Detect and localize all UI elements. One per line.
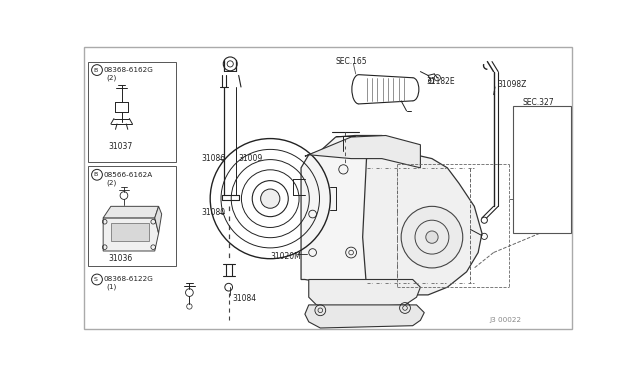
Text: 31098Z: 31098Z: [497, 80, 527, 89]
Text: 08566-6162A: 08566-6162A: [103, 172, 152, 178]
Text: B: B: [93, 172, 97, 177]
Bar: [88, 166, 176, 266]
Text: (1): (1): [106, 284, 116, 291]
Text: 31084: 31084: [232, 294, 257, 303]
Circle shape: [426, 231, 438, 243]
Polygon shape: [111, 223, 149, 241]
Text: 08368-6162G: 08368-6162G: [103, 67, 153, 73]
Polygon shape: [534, 187, 545, 199]
Text: (2): (2): [106, 74, 116, 81]
Text: B: B: [93, 68, 97, 73]
Circle shape: [260, 189, 280, 208]
Polygon shape: [308, 279, 420, 308]
Text: 31080: 31080: [201, 208, 225, 217]
Polygon shape: [305, 305, 424, 328]
Text: SEC.327: SEC.327: [522, 98, 554, 107]
Text: 08368-6122G: 08368-6122G: [103, 276, 153, 282]
Polygon shape: [103, 218, 159, 251]
Bar: [513, 106, 570, 233]
Bar: [88, 62, 176, 162]
Text: 31036: 31036: [108, 254, 132, 263]
Text: 31182E: 31182E: [427, 77, 455, 86]
Text: SEC.165: SEC.165: [336, 57, 367, 66]
Text: 31009: 31009: [238, 154, 262, 163]
Polygon shape: [301, 135, 420, 289]
Polygon shape: [103, 206, 159, 218]
Circle shape: [532, 124, 547, 140]
Circle shape: [401, 206, 463, 268]
Text: (2): (2): [106, 179, 116, 186]
Text: S: S: [93, 277, 97, 282]
Text: J3 00022: J3 00022: [490, 317, 522, 323]
Text: 31020M: 31020M: [270, 252, 301, 261]
Polygon shape: [155, 206, 162, 233]
Polygon shape: [363, 153, 482, 295]
Text: 31037: 31037: [108, 142, 132, 151]
Polygon shape: [305, 135, 420, 168]
Text: 31086: 31086: [201, 154, 225, 163]
